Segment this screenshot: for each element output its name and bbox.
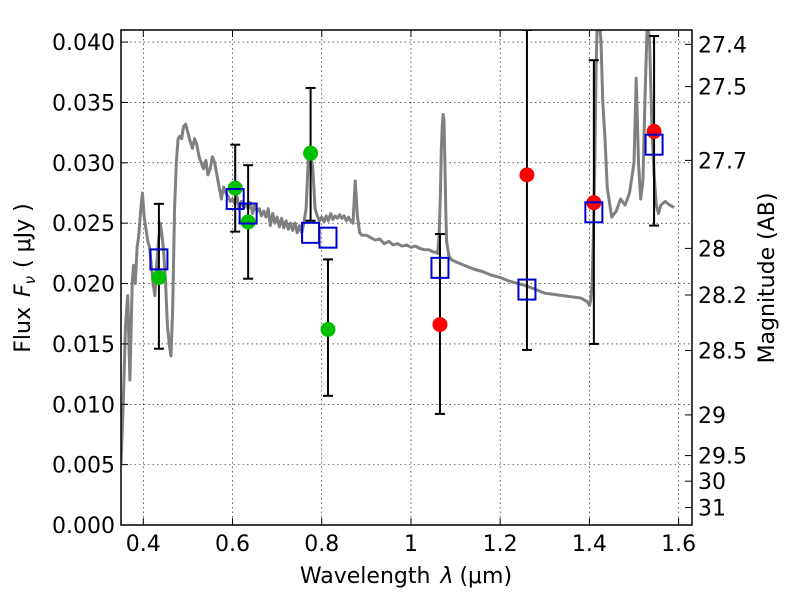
optical-photometry-point xyxy=(151,270,167,285)
x-tick-label: 0.6 xyxy=(215,532,250,557)
optical-photometry-point xyxy=(320,321,336,337)
model-spectrum-line xyxy=(121,30,675,465)
y-tick-label: 0.020 xyxy=(52,273,115,298)
nir-photometry-point xyxy=(646,123,662,139)
model-flux-square xyxy=(517,278,537,301)
x-tick-label: 1.6 xyxy=(661,532,696,557)
y-tick-label: 0.005 xyxy=(52,454,115,479)
mag-tick-label: 29.5 xyxy=(698,445,747,470)
model-flux-square xyxy=(584,201,604,224)
x-tick-label: 1 xyxy=(404,532,418,557)
x-axis-label: Wavelength λ (μm) xyxy=(300,564,512,589)
y-axis-label: FluxFν( μJy ) xyxy=(11,203,39,352)
nir-photometry-point xyxy=(519,167,535,183)
x-tick-label: 0.4 xyxy=(126,532,161,557)
mag-tick-label: 28 xyxy=(698,237,726,262)
x-tick-label: 1.2 xyxy=(483,532,518,557)
optical-photometry-point xyxy=(240,214,256,230)
model-flux-square xyxy=(149,248,169,271)
grid-lines xyxy=(121,30,692,525)
x-tick-label: 0.8 xyxy=(304,532,339,557)
mag-tick-label: 27.7 xyxy=(698,149,747,174)
mag-tick-label: 28.2 xyxy=(698,284,747,309)
y-tick-label: 0.030 xyxy=(52,152,115,177)
y-tick-label: 0.000 xyxy=(52,514,115,539)
model-flux-square xyxy=(644,133,664,156)
model-flux-square xyxy=(238,202,258,225)
mag-tick-label: 29 xyxy=(698,404,726,429)
y-tick-label: 0.035 xyxy=(52,91,115,116)
mag-tick-label: 28.5 xyxy=(698,340,747,365)
y2-axis-label: Magnitude (AB) xyxy=(755,193,780,364)
nir-photometry-point xyxy=(432,317,448,333)
mag-tick-label: 27.5 xyxy=(698,76,747,101)
mag-tick-label: 30 xyxy=(698,470,726,495)
plot-frame xyxy=(120,29,693,526)
model-flux-square xyxy=(225,188,245,211)
plot-content xyxy=(121,30,675,465)
axes: 0.4 0.6 0.8 1 1.2 1.4 1.6 0.000 0.005 0.010 0.015 0… xyxy=(52,30,747,557)
optical-photometry-point xyxy=(303,145,319,161)
y-tick-label: 0.040 xyxy=(52,31,115,56)
model-flux-square xyxy=(318,226,338,249)
x-tick-label: 1.4 xyxy=(572,532,607,557)
model-flux-square xyxy=(430,256,450,279)
y-tick-label: 0.015 xyxy=(52,333,115,358)
y-tick-label: 0.010 xyxy=(52,393,115,418)
mag-tick-label: 27.4 xyxy=(698,33,747,58)
y-tick-label: 0.025 xyxy=(52,212,115,237)
mag-tick-label: 31 xyxy=(698,496,726,521)
